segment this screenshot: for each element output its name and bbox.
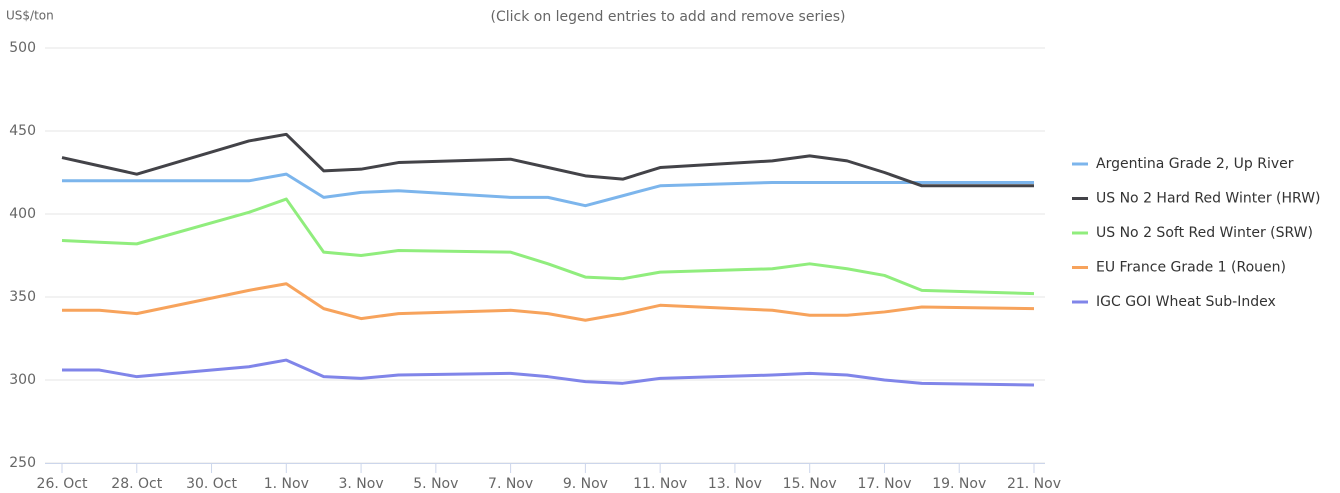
chart-subtitle: (Click on legend entries to add and remo…	[491, 9, 846, 25]
y-tick-label: 350	[9, 289, 36, 305]
x-tick-label: 30. Oct	[186, 476, 237, 492]
legend-item[interactable]: EU France Grade 1 (Rouen)	[1072, 260, 1286, 276]
x-tick-label: 9. Nov	[563, 476, 608, 492]
x-tick-label: 7. Nov	[488, 476, 533, 492]
x-tick-label: 1. Nov	[264, 476, 309, 492]
x-tick-label: 28. Oct	[111, 476, 162, 492]
legend: Argentina Grade 2, Up River US No 2 Hard …	[1072, 156, 1321, 310]
y-tick-label: 450	[9, 123, 36, 139]
series-line	[62, 358, 1035, 387]
y-tick-label: 300	[9, 372, 36, 388]
series-line	[61, 197, 1035, 296]
x-tick-label: 11. Nov	[633, 476, 687, 492]
x-tick-label: 15. Nov	[783, 476, 837, 492]
y-axis-label: US$/ton	[6, 9, 54, 23]
x-tick-label: 26. Oct	[37, 476, 88, 492]
legend-label: US No 2 Hard Red Winter (HRW)	[1096, 191, 1321, 207]
x-tick-label: 19. Nov	[932, 476, 986, 492]
legend-item[interactable]: US No 2 Hard Red Winter (HRW)	[1072, 191, 1321, 207]
series-line	[62, 282, 1035, 322]
x-tick-label: 13. Nov	[708, 476, 762, 492]
legend-label: US No 2 Soft Red Winter (SRW)	[1096, 225, 1313, 241]
legend-item[interactable]: US No 2 Soft Red Winter (SRW)	[1072, 225, 1313, 241]
legend-label: EU France Grade 1 (Rouen)	[1096, 260, 1286, 276]
legend-item[interactable]: IGC GOI Wheat Sub-Index	[1072, 294, 1276, 310]
legend-item[interactable]: Argentina Grade 2, Up River	[1072, 156, 1294, 172]
x-tick-label: 17. Nov	[857, 476, 911, 492]
x-tick-label: 5. Nov	[413, 476, 458, 492]
y-tick-label: 400	[9, 206, 36, 222]
x-tick-label: 3. Nov	[339, 476, 384, 492]
legend-label: IGC GOI Wheat Sub-Index	[1096, 294, 1276, 310]
y-tick-label: 250	[9, 455, 36, 471]
x-tick-label: 21. Nov	[1007, 476, 1061, 492]
legend-label: Argentina Grade 2, Up River	[1096, 156, 1294, 172]
series-line	[62, 172, 1034, 208]
series-line	[61, 132, 1034, 188]
y-tick-label: 500	[9, 40, 36, 56]
